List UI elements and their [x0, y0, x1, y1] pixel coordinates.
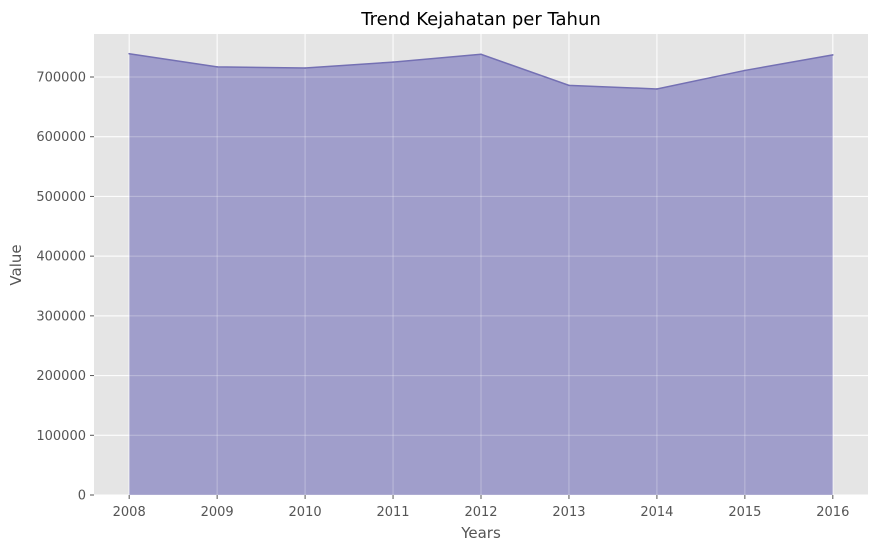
data-points [128, 52, 834, 90]
data-point [128, 52, 130, 55]
area-fill [129, 53, 833, 496]
y-tick-label: 500000 [36, 190, 86, 205]
y-tick-label: 700000 [36, 70, 86, 85]
y-tick-label: 0 [78, 489, 86, 504]
x-tick-label: 2011 [376, 505, 409, 520]
x-tick-label: 2015 [728, 505, 761, 520]
data-point [744, 69, 746, 72]
x-tick-label: 2010 [289, 505, 322, 520]
y-axis-ticks: 0 100000 200000 300000 400000 500000 600000 700… [36, 70, 94, 504]
y-axis-label: Value [7, 244, 25, 285]
data-point [392, 61, 394, 63]
x-tick-label: 2013 [552, 505, 585, 520]
y-tick-label: 400000 [36, 250, 86, 265]
data-point [832, 54, 834, 56]
chart-title: Trend Kejahatan per Tahun [360, 9, 601, 30]
x-tick-label: 2014 [640, 505, 673, 520]
y-tick-label: 200000 [36, 369, 86, 384]
x-tick-label: 2008 [113, 505, 146, 520]
y-tick-label: 100000 [36, 429, 86, 444]
data-point [480, 53, 482, 56]
grid-overlay [94, 34, 868, 496]
data-point [216, 66, 218, 68]
x-axis-ticks: 2008 2009 2010 2011 2012 2013 2014 2015 2016 [113, 495, 849, 520]
y-tick-label: 300000 [36, 309, 86, 324]
data-point [656, 88, 658, 90]
y-tick-label: 600000 [36, 130, 86, 145]
data-point [568, 84, 570, 87]
x-tick-label: 2009 [201, 505, 234, 520]
x-tick-label: 2016 [816, 505, 849, 520]
data-point [304, 67, 306, 69]
x-tick-label: 2012 [464, 505, 497, 520]
x-axis-label: Years [460, 524, 501, 542]
